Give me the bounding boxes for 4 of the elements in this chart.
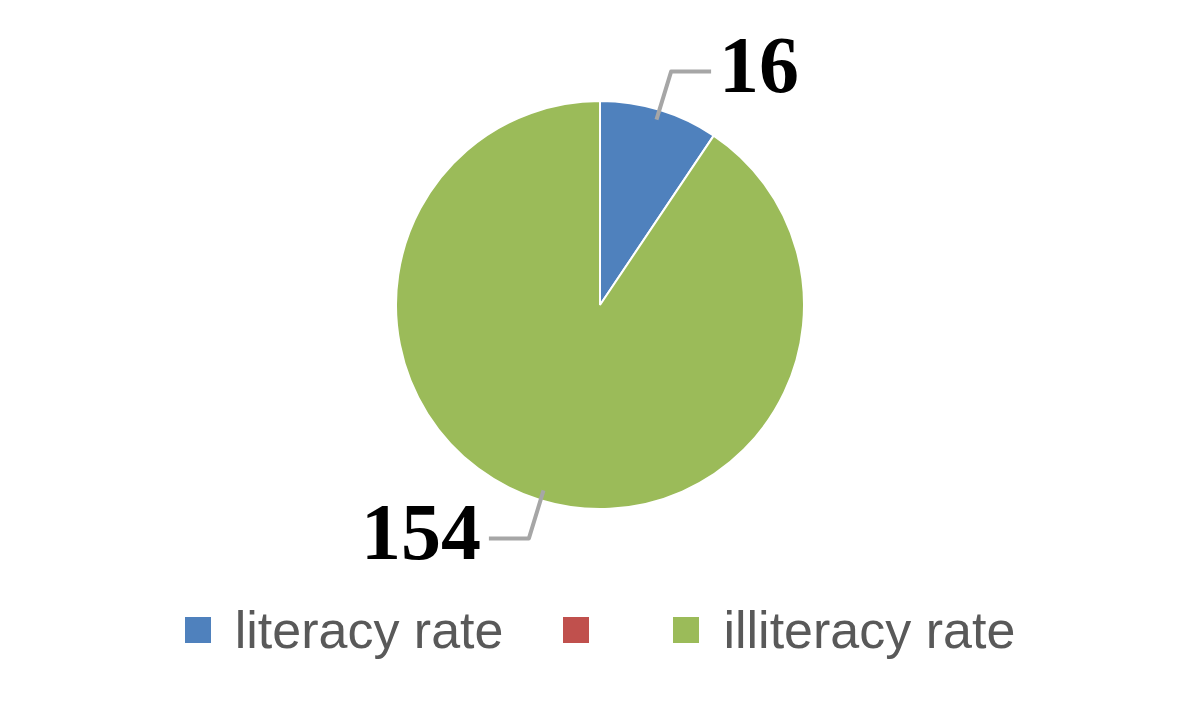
legend-label: literacy rate bbox=[234, 600, 504, 660]
data-label: 154 bbox=[360, 488, 481, 577]
legend-label: illiteracy rate bbox=[723, 600, 1016, 660]
data-label: 16 bbox=[719, 21, 800, 110]
